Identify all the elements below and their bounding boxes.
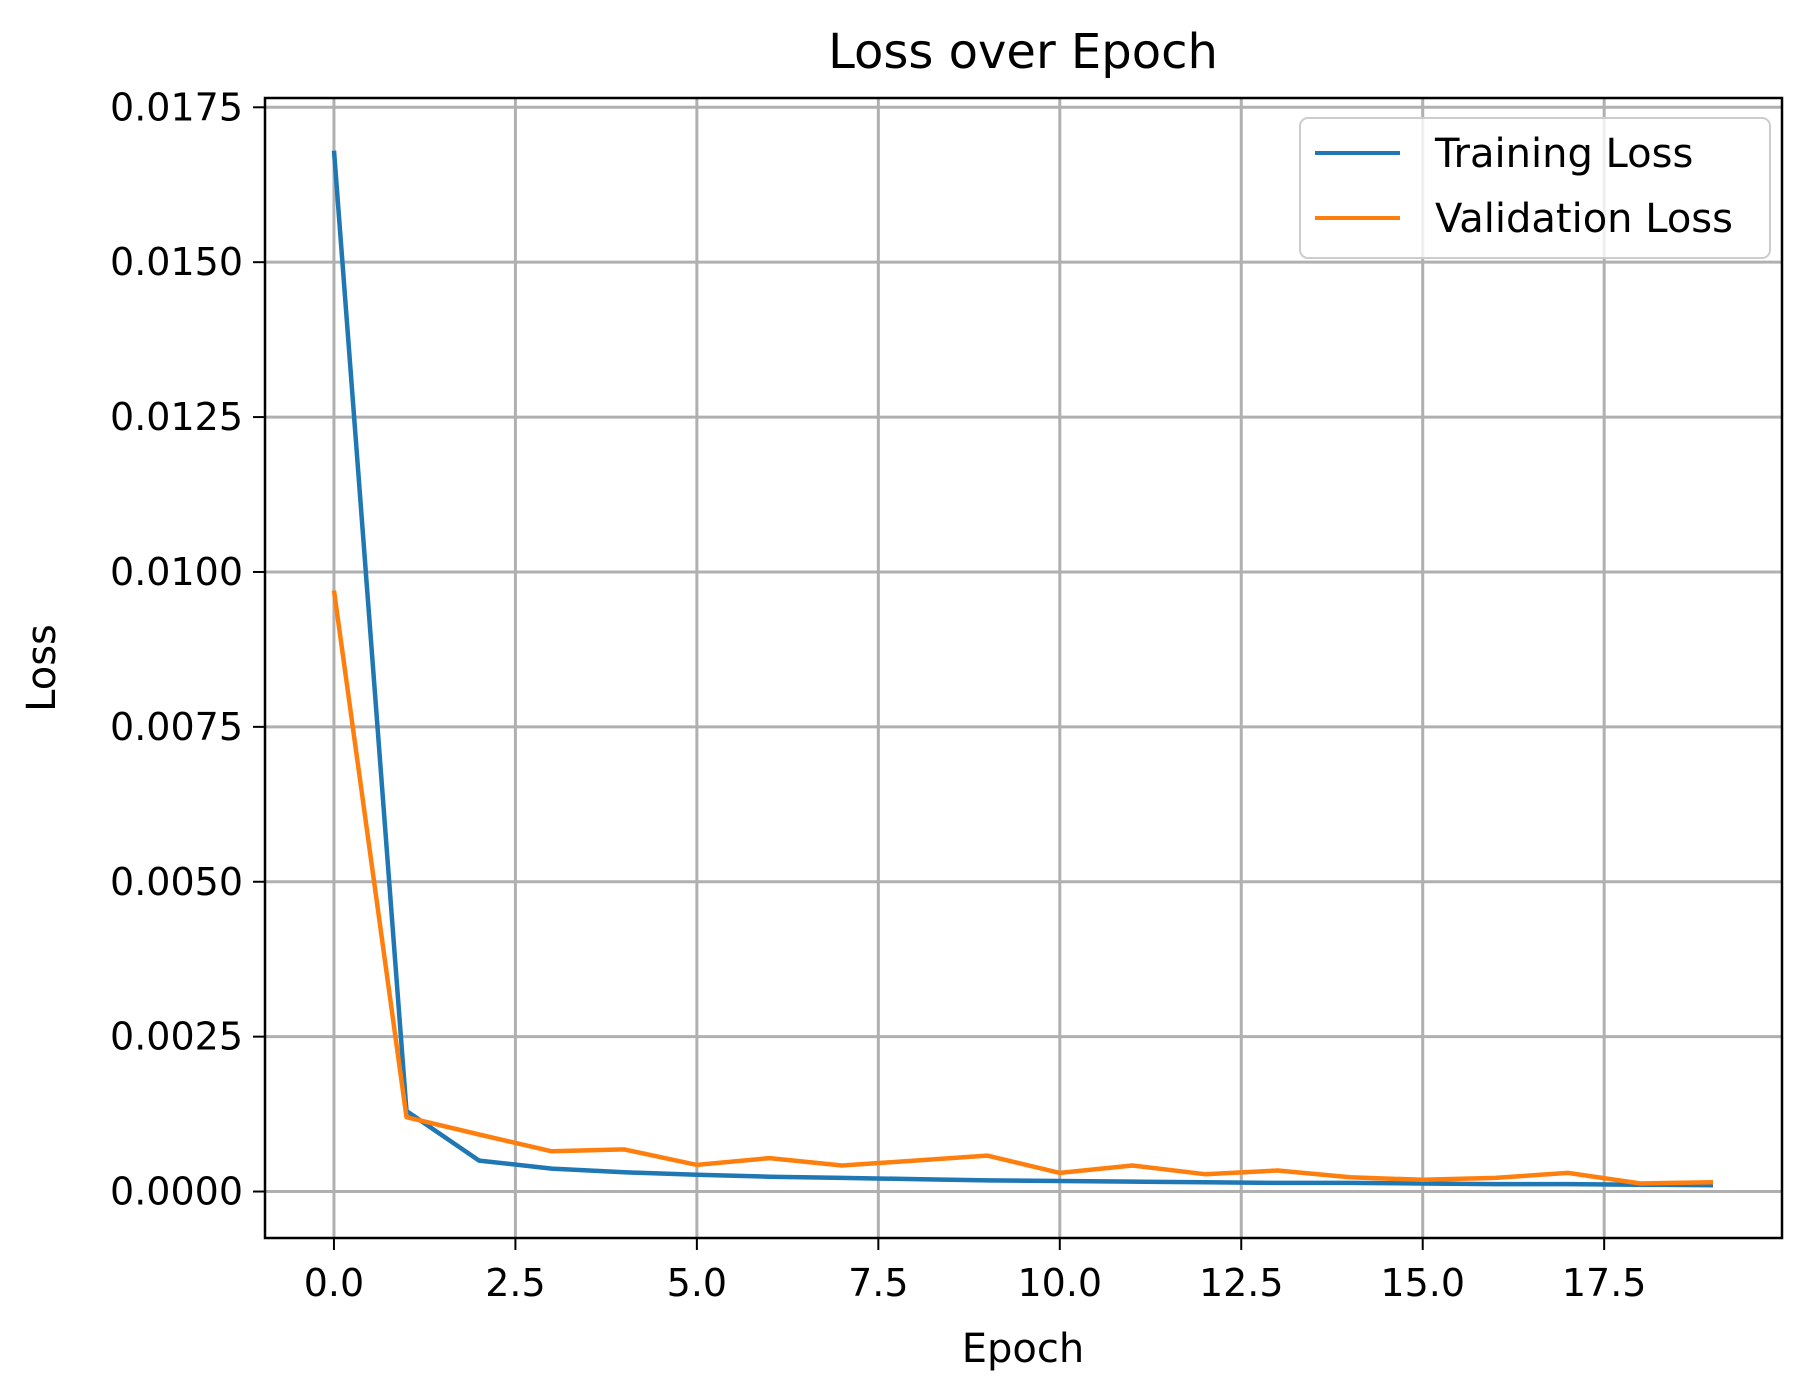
series-line-training-loss: [331, 150, 1714, 1188]
y-tick-label: 0.0175: [110, 85, 243, 129]
x-tick-label: 17.5: [1562, 1261, 1647, 1305]
plot-area: [265, 98, 1782, 1238]
series-line-validation-loss: [331, 590, 1714, 1186]
legend-box: [1299, 117, 1771, 259]
x-tick-label: 0.0: [304, 1261, 364, 1305]
y-tick-label: 0.0050: [110, 860, 243, 904]
y-tick-label: 0.0000: [110, 1170, 243, 1214]
grid: [265, 98, 1782, 1238]
y-tick-label: 0.0125: [110, 395, 243, 439]
x-tick-label: 7.5: [848, 1261, 908, 1305]
chart-title: Loss over Epoch: [828, 24, 1218, 80]
x-axis-label: Epoch: [962, 1326, 1084, 1372]
y-axis-label: Loss: [19, 624, 65, 712]
y-tick-label: 0.0075: [110, 705, 243, 749]
y-tick-label: 0.0025: [110, 1015, 243, 1059]
legend-label-training: Training Loss: [1434, 131, 1693, 177]
plot-frame: [263, 96, 1784, 1240]
x-tick-label: 5.0: [667, 1261, 727, 1305]
x-tick-label: 2.5: [485, 1261, 545, 1305]
x-tick-label: 15.0: [1380, 1261, 1465, 1305]
y-tick-label: 0.0150: [110, 240, 243, 284]
series-lines: [331, 150, 1714, 1188]
x-tick-label: 10.0: [1017, 1261, 1102, 1305]
legend: Training Loss Validation Loss: [1299, 117, 1771, 259]
axis-ticks: 0.0 2.5 5.0 7.5 10.0 12.5 15.0 17.5 0.0000 0.0025…: [110, 85, 1646, 1305]
legend-label-validation: Validation Loss: [1435, 196, 1733, 242]
y-tick-label: 0.0100: [110, 550, 243, 594]
x-tick-label: 12.5: [1199, 1261, 1284, 1305]
